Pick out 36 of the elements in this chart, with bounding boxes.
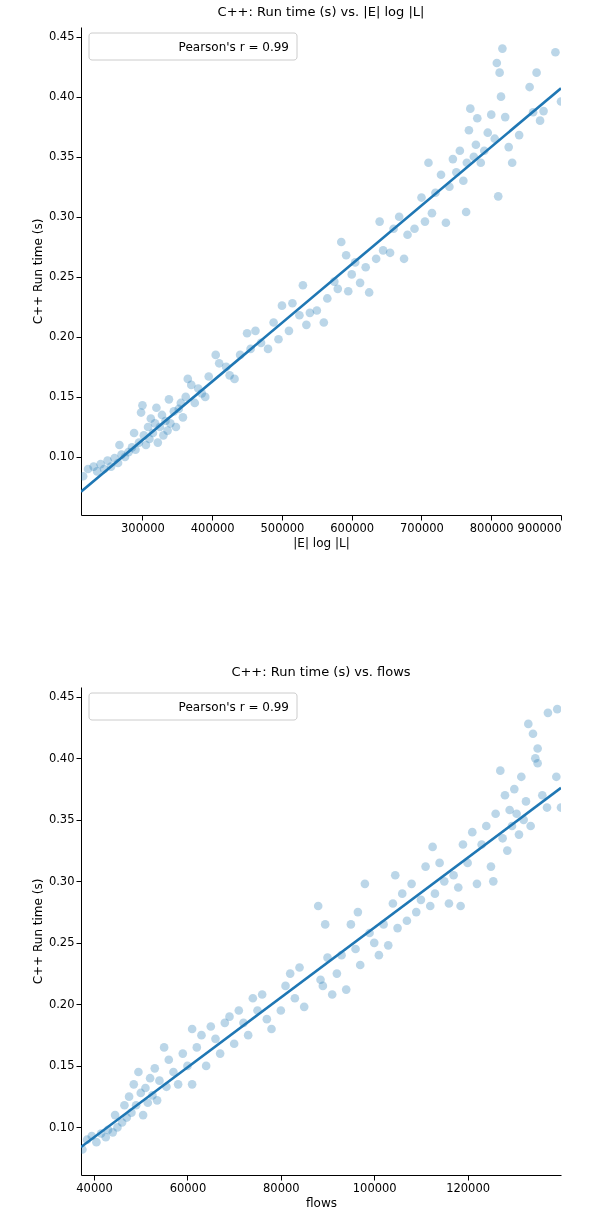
x-tick-label: 120000 <box>446 1180 491 1195</box>
y-tick-label: 0.40 <box>48 89 75 104</box>
chart-title: C++: Run time (s) vs. flows <box>231 664 411 679</box>
x-tick-label: 600000 <box>330 520 375 535</box>
x-tick-label: 400000 <box>190 520 235 535</box>
x-tick-label: 300000 <box>121 520 165 535</box>
x-tick-label: 500000 <box>260 520 305 535</box>
x-tick-label: 40000 <box>76 1180 113 1195</box>
y-tick-label: 0.40 <box>48 750 75 765</box>
y-tick-label: 0.25 <box>48 269 75 284</box>
y-tick-label: 0.45 <box>48 689 75 704</box>
x-axis-title: |E| log |L| <box>293 536 350 550</box>
x-tick-label: 80000 <box>263 1180 300 1195</box>
y-axis-title: C++ Run time (s) <box>30 878 45 985</box>
y-tick-label: 0.35 <box>48 149 75 164</box>
annotation: Pearson's r = 0.99 <box>178 40 289 54</box>
y-tick-label: 0.20 <box>48 996 75 1011</box>
y-tick-label: 0.35 <box>48 812 75 827</box>
y-axis-title: C++ Run time (s) <box>30 218 45 325</box>
x-tick-label: 900000 <box>517 520 562 535</box>
x-tick-label: 800000 <box>469 520 514 535</box>
annotation: Pearson's r = 0.99 <box>178 700 289 714</box>
y-tick-label: 0.15 <box>48 389 75 404</box>
x-tick-label: 100000 <box>352 1180 397 1195</box>
y-tick-label: 0.30 <box>48 873 75 888</box>
x-tick-label: 700000 <box>400 520 444 535</box>
chart-title: C++: Run time (s) vs. |E| log |L| <box>217 4 425 19</box>
x-tick-label: 60000 <box>169 1180 207 1195</box>
y-tick-label: 0.15 <box>48 1058 75 1073</box>
y-tick-label: 0.10 <box>48 449 75 464</box>
y-tick-label: 0.45 <box>48 29 75 44</box>
y-tick-label: 0.25 <box>48 935 75 950</box>
y-tick-label: 0.30 <box>48 209 75 224</box>
y-tick-label: 0.20 <box>48 329 75 344</box>
x-axis-title: flows <box>306 1196 337 1210</box>
y-tick-label: 0.10 <box>48 1119 75 1134</box>
